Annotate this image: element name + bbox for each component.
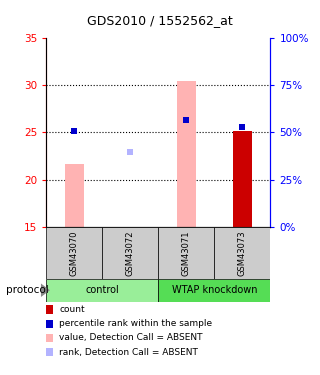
- Bar: [46, 227, 102, 279]
- Text: GSM43070: GSM43070: [70, 230, 79, 276]
- Bar: [158, 279, 270, 302]
- Text: GSM43072: GSM43072: [126, 230, 135, 276]
- Text: GSM43073: GSM43073: [238, 230, 247, 276]
- Text: value, Detection Call = ABSENT: value, Detection Call = ABSENT: [59, 333, 203, 342]
- Text: control: control: [85, 285, 119, 295]
- Bar: [46, 279, 158, 302]
- Text: rank, Detection Call = ABSENT: rank, Detection Call = ABSENT: [59, 348, 198, 357]
- Bar: [102, 227, 158, 279]
- Bar: [158, 227, 214, 279]
- Text: WTAP knockdown: WTAP knockdown: [172, 285, 257, 295]
- Text: percentile rank within the sample: percentile rank within the sample: [59, 319, 212, 328]
- Bar: [65, 164, 84, 227]
- Text: count: count: [59, 305, 85, 314]
- Text: protocol: protocol: [6, 285, 49, 295]
- Bar: [177, 81, 196, 227]
- Bar: [214, 227, 270, 279]
- Text: GSM43071: GSM43071: [182, 230, 191, 276]
- Bar: [233, 131, 252, 227]
- Text: GDS2010 / 1552562_at: GDS2010 / 1552562_at: [87, 14, 233, 27]
